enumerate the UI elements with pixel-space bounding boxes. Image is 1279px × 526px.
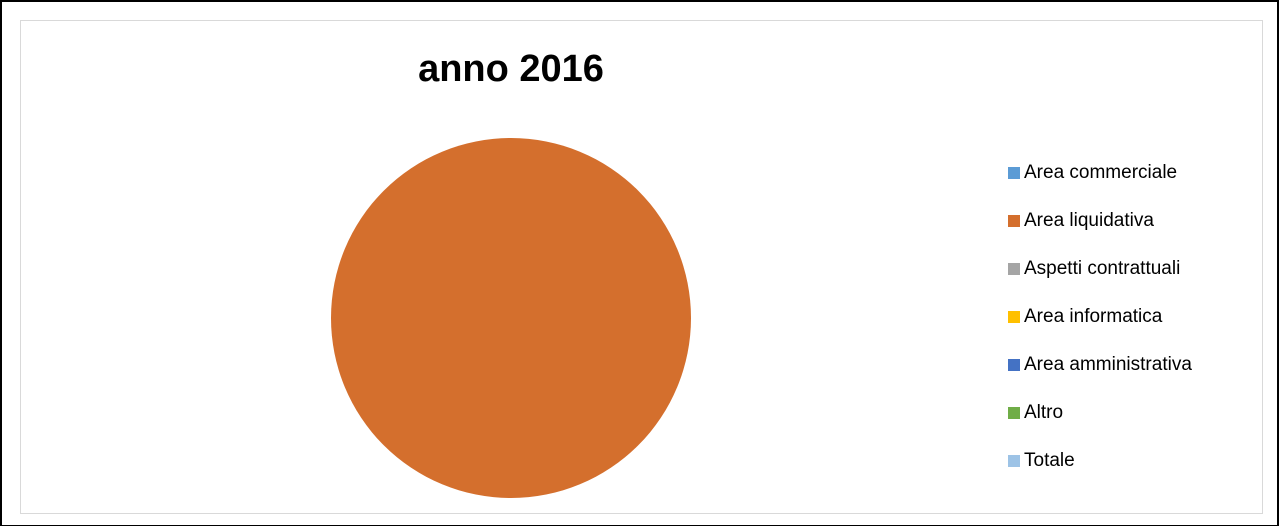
legend-label: Area informatica (1024, 306, 1163, 327)
legend-item-area-liquidativa: Area liquidativa (1008, 209, 1258, 233)
legend-label: Area liquidativa (1024, 210, 1154, 231)
legend-label: Area amministrativa (1024, 354, 1192, 375)
pie-slice-area-liquidativa (331, 138, 691, 498)
legend-swatch (1008, 359, 1020, 371)
legend-item-totale: Totale (1008, 449, 1258, 473)
legend-label: Aspetti contrattuali (1024, 258, 1181, 279)
legend-item-aspetti-contrattuali: Aspetti contrattuali (1008, 257, 1258, 281)
legend-swatch (1008, 407, 1020, 419)
chart-area: anno 2016 Area commerciale Area liquidati… (20, 20, 1263, 514)
legend-label: Totale (1024, 450, 1075, 471)
chart-title: anno 2016 (418, 48, 604, 90)
legend-item-altro: Altro (1008, 401, 1258, 425)
legend-label: Altro (1024, 402, 1064, 423)
legend-swatch (1008, 215, 1020, 227)
chart-legend: Area commerciale Area liquidativa Aspetti … (1008, 161, 1258, 497)
legend-swatch (1008, 263, 1020, 275)
legend-item-area-commerciale: Area commerciale (1008, 161, 1258, 185)
pie-chart (331, 138, 691, 498)
legend-label: Area commerciale (1024, 162, 1178, 183)
legend-swatch (1008, 311, 1020, 323)
legend-swatch (1008, 167, 1020, 179)
legend-swatch (1008, 455, 1020, 467)
legend-item-area-amministrativa: Area amministrativa (1008, 353, 1258, 377)
legend-item-area-informatica: Area informatica (1008, 305, 1258, 329)
